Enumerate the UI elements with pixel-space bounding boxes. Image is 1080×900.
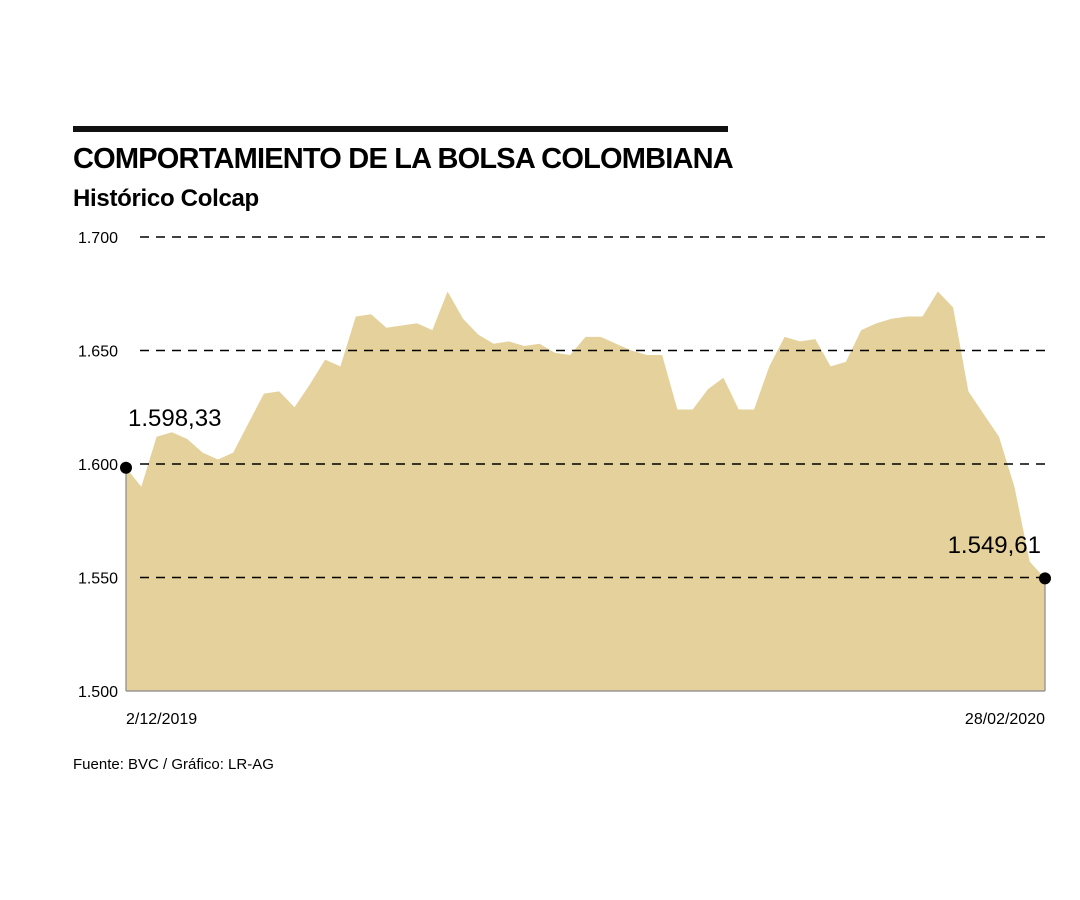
x-label-start: 2/12/2019 — [126, 711, 197, 728]
end-point-marker — [1039, 572, 1051, 585]
x-label-end: 28/02/2020 — [965, 711, 1045, 728]
source-note: Fuente: BVC / Gráfico: LR-AG — [73, 756, 274, 773]
chart-subtitle: Histórico Colcap — [73, 185, 259, 212]
end-value-label: 1.549,61 — [948, 532, 1041, 559]
y-tick-label: 1.650 — [78, 344, 118, 361]
colcap-area-series — [126, 291, 1045, 691]
y-tick-label: 1.500 — [78, 684, 118, 701]
y-tick-label: 1.700 — [78, 230, 118, 247]
start-value-label: 1.598,33 — [128, 405, 221, 432]
y-tick-label: 1.550 — [78, 571, 118, 588]
title-rule — [73, 126, 728, 132]
chart-title: COMPORTAMIENTO DE LA BOLSA COLOMBIANA — [73, 143, 734, 175]
y-tick-label: 1.600 — [78, 457, 118, 474]
start-point-marker — [120, 461, 132, 474]
